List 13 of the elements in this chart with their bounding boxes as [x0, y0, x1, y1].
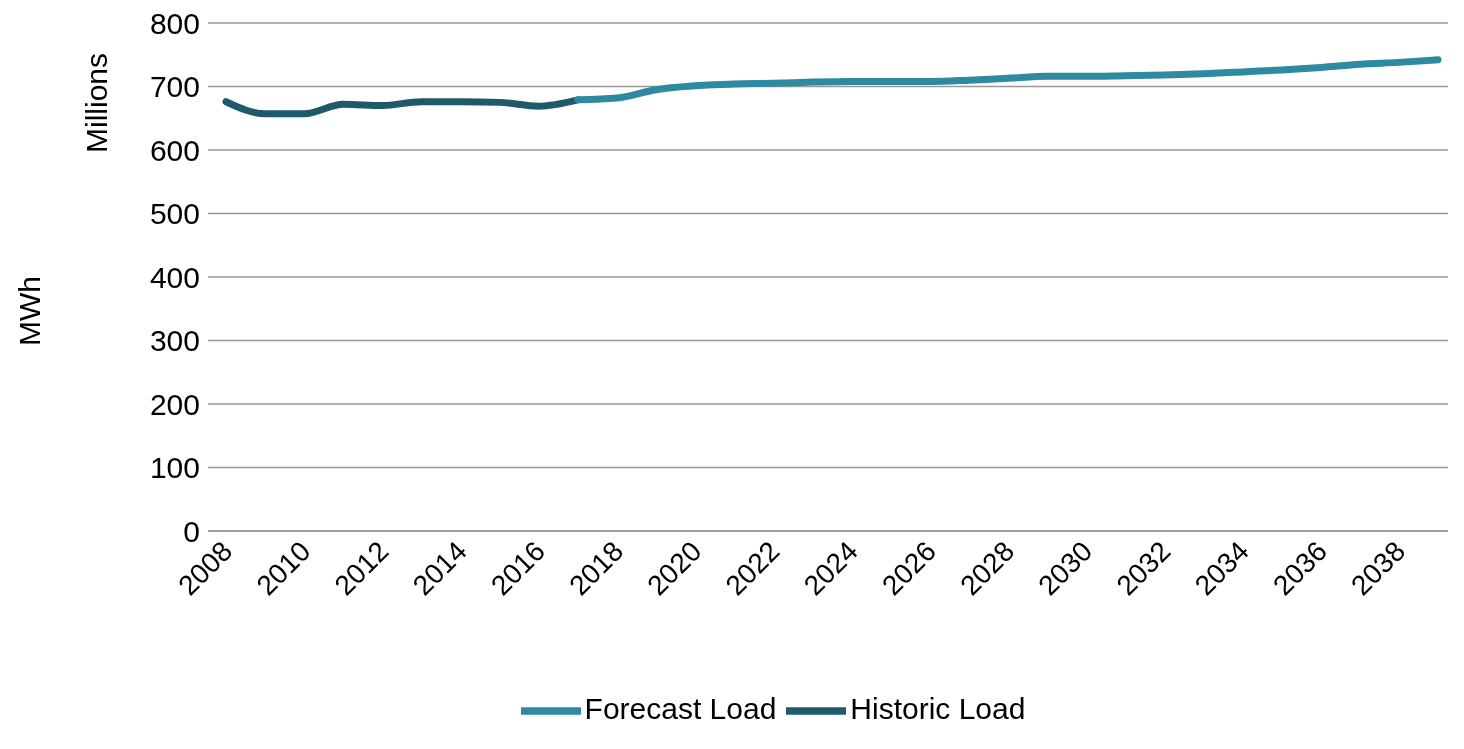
y-tick-label: 400 [149, 260, 200, 294]
y-tick-label: 200 [149, 387, 200, 421]
y-tick-label: 800 [149, 6, 200, 40]
y-tick-label: 300 [149, 324, 200, 358]
y-axis-title: MWh [13, 276, 47, 346]
y-tick-label: 700 [149, 70, 200, 104]
y-tick-label: 0 [183, 514, 200, 548]
text: Millions [80, 52, 114, 153]
y-tick-label: 100 [149, 451, 200, 485]
legend-label: Historic Load [850, 691, 1026, 725]
y-tick-label: 600 [149, 133, 200, 167]
y-tick-label: 500 [149, 197, 200, 231]
legend-label: Forecast Load [584, 691, 777, 725]
